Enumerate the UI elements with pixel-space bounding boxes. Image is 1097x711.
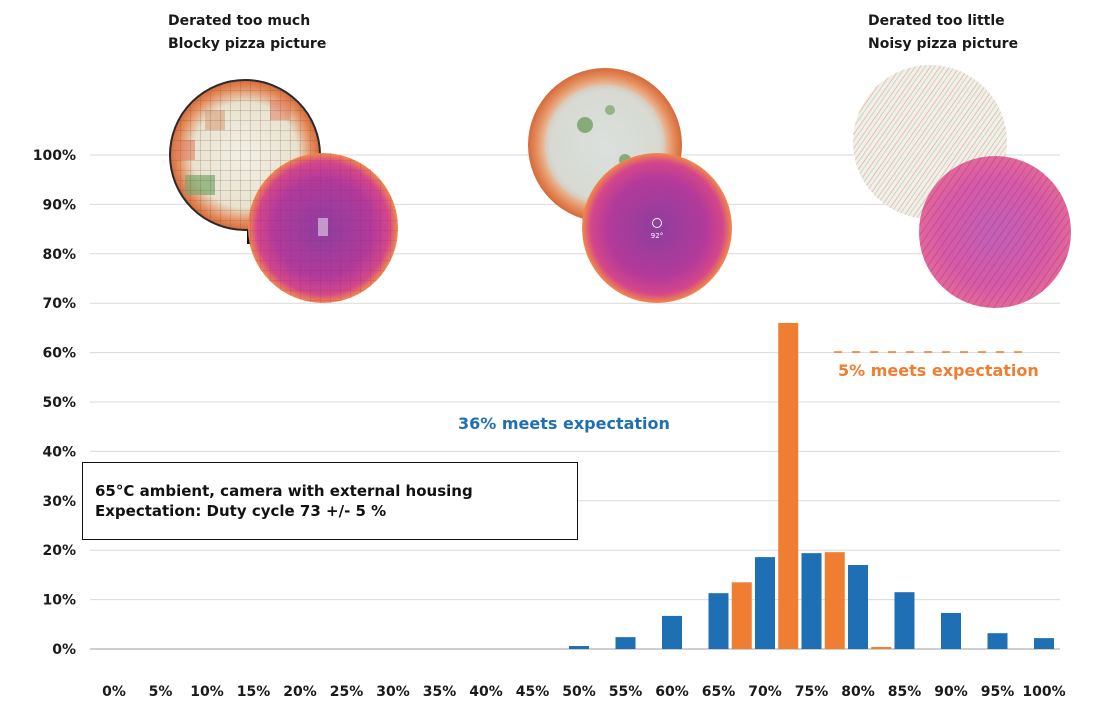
x-tick-label: 15% <box>237 684 271 700</box>
y-tick-label: 10% <box>42 593 76 609</box>
y-tick-label: 80% <box>42 247 76 263</box>
pizza-illustration-noisy <box>853 65 1071 308</box>
x-tick-label: 65% <box>702 684 736 700</box>
caption-left-line2: Blocky pizza picture <box>168 36 326 52</box>
bar-blue <box>755 557 775 649</box>
bar-blue <box>941 612 961 649</box>
x-tick-label: 70% <box>748 684 782 700</box>
x-tick-label: 10% <box>190 684 224 700</box>
bar-orange <box>824 552 845 649</box>
bar-blue <box>569 646 589 649</box>
pizza-illustration-normal: 92° <box>528 68 732 303</box>
y-tick-label: 0% <box>52 642 76 658</box>
caption-left-line1: Derated too much <box>168 13 310 29</box>
bar-orange <box>731 582 752 649</box>
y-tick-label: 20% <box>42 543 76 559</box>
x-tick-label: 95% <box>981 684 1015 700</box>
x-tick-label: 100% <box>1022 684 1065 700</box>
x-tick-label: 20% <box>283 684 317 700</box>
info-box-line2: Expectation: Duty cycle 73 +/- 5 % <box>95 502 387 520</box>
bar-blue <box>708 593 729 649</box>
bar-orange <box>871 647 892 649</box>
x-tick-label: 90% <box>934 684 968 700</box>
y-tick-label: 30% <box>42 494 76 510</box>
x-tick-label: 55% <box>609 684 643 700</box>
x-tick-label: 75% <box>795 684 829 700</box>
x-tick-label: 85% <box>888 684 922 700</box>
bar-blue <box>1034 638 1054 649</box>
bars <box>569 322 1054 649</box>
x-tick-label: 25% <box>330 684 364 700</box>
pizza-illustration-blocky <box>169 79 398 303</box>
x-tick-label: 0% <box>102 684 126 700</box>
svg-text:92°: 92° <box>651 232 663 240</box>
x-tick-label: 5% <box>149 684 173 700</box>
bar-blue <box>615 637 636 649</box>
bar-blue <box>801 553 822 649</box>
x-tick-label: 40% <box>469 684 503 700</box>
info-box: 65°C ambient, camera with external housi… <box>82 462 578 540</box>
x-tick-label: 50% <box>562 684 596 700</box>
blue-annotation: 36% meets expectation <box>458 414 670 433</box>
x-tick-label: 60% <box>655 684 689 700</box>
y-tick-label: 90% <box>42 197 76 213</box>
bar-orange <box>778 322 799 649</box>
bar-blue <box>987 633 1008 649</box>
bar-blue <box>848 565 868 649</box>
y-axis: 0% 10% 20% 30% 40% 50% 60% 70% 80% 90% 100% <box>33 148 76 658</box>
x-tick-label: 35% <box>423 684 457 700</box>
y-tick-label: 40% <box>42 444 76 460</box>
y-tick-label: 70% <box>42 296 76 312</box>
bar-blue <box>894 592 915 649</box>
x-tick-label: 45% <box>516 684 550 700</box>
x-tick-label: 30% <box>376 684 410 700</box>
caption-right-line2: Noisy pizza picture <box>868 36 1018 52</box>
y-tick-label: 50% <box>42 395 76 411</box>
x-tick-label: 80% <box>841 684 875 700</box>
caption-right-line1: Derated too little <box>868 13 1005 29</box>
crosshair-icon <box>652 218 662 228</box>
x-axis: 0% 5% 10% 15% 20% 25% 30% 35% 40% 45% 50% 55% 60% 65%… <box>102 684 1066 700</box>
bar-blue <box>662 615 682 649</box>
info-box-line1: 65°C ambient, camera with external housi… <box>95 482 473 500</box>
y-tick-label: 100% <box>33 148 76 164</box>
y-tick-label: 60% <box>42 346 76 362</box>
orange-annotation: 5% meets expectation <box>838 361 1039 380</box>
